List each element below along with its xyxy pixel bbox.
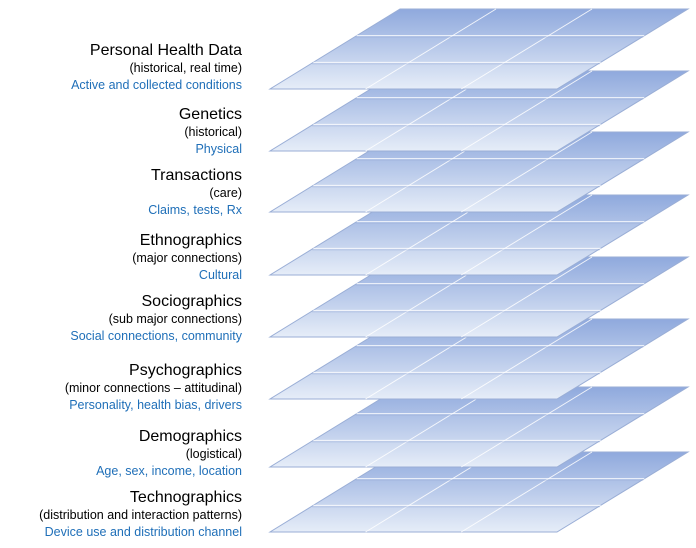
layer-plane — [268, 70, 690, 152]
grid-line — [461, 70, 593, 152]
layer-plane — [268, 194, 690, 276]
layer-detail: Active and collected conditions — [71, 78, 242, 92]
layer-plane — [268, 386, 690, 468]
layer-title: Ethnographics — [139, 232, 242, 249]
layer-detail: Physical — [195, 142, 242, 156]
grid-line — [365, 8, 497, 90]
layer-detail: Personality, health bias, drivers — [69, 398, 242, 412]
layer-subtitle: (minor connections – attitudinal) — [64, 381, 242, 395]
layer-title: Psychographics — [129, 362, 242, 379]
layer-title: Technographics — [129, 489, 242, 506]
layer-subtitle: (distribution and interaction patterns) — [39, 508, 242, 522]
grid-line — [461, 194, 593, 276]
layer-detail: Social connections, community — [70, 329, 242, 343]
layer-plane — [268, 451, 690, 533]
grid-line — [461, 318, 593, 400]
layer-subtitle: (historical) — [184, 125, 242, 139]
layer-label-sociographics: Sociographics (sub major connections) So… — [0, 292, 242, 345]
layer-label-demographics: Demographics (logistical) Age, sex, inco… — [0, 427, 242, 480]
layer-label-ethnographics: Ethnographics (major connections) Cultur… — [0, 231, 242, 284]
grid-line — [461, 386, 593, 468]
grid-line — [461, 451, 593, 533]
layer-label-genetics: Genetics (historical) Physical — [0, 105, 242, 158]
layer-subtitle: (logistical) — [185, 447, 242, 461]
layer-plane — [268, 8, 690, 90]
layer-title: Genetics — [178, 106, 242, 123]
layer-label-psychographics: Psychographics (minor connections – atti… — [0, 361, 242, 414]
layer-label-transactions: Transactions (care) Claims, tests, Rx — [0, 166, 242, 219]
layer-label-technographics: Technographics (distribution and interac… — [0, 488, 242, 541]
grid-line — [461, 131, 593, 213]
layer-title: Sociographics — [141, 293, 243, 310]
layer-subtitle: (care) — [209, 186, 242, 200]
layer-detail: Cultural — [198, 268, 242, 282]
grid-line — [461, 256, 593, 338]
layer-plane — [268, 131, 690, 213]
layer-detail: Device use and distribution channel — [44, 525, 242, 539]
grid-line — [365, 386, 497, 468]
layer-subtitle: (historical, real time) — [129, 61, 242, 75]
layer-title: Demographics — [138, 428, 242, 445]
layer-subtitle: (sub major connections) — [108, 312, 242, 326]
layer-label-personal-health-data: Personal Health Data (historical, real t… — [0, 41, 242, 94]
grid-line — [461, 8, 593, 90]
layer-subtitle: (major connections) — [132, 251, 242, 265]
layer-plane — [268, 318, 690, 400]
layer-detail: Age, sex, income, location — [96, 464, 242, 478]
layer-title: Personal Health Data — [89, 42, 242, 59]
layer-detail: Claims, tests, Rx — [148, 203, 242, 217]
layer-title: Transactions — [151, 167, 242, 184]
